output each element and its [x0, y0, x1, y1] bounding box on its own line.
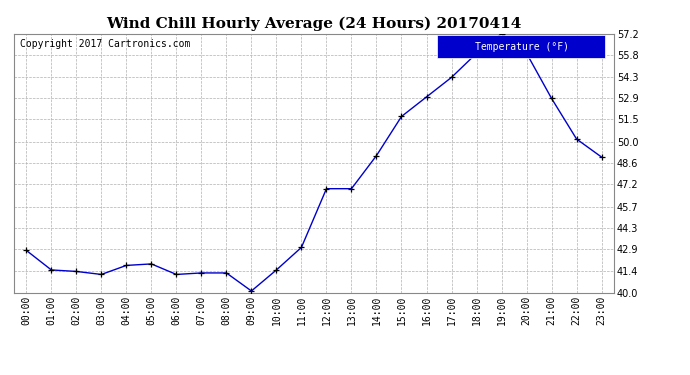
Text: Temperature (°F): Temperature (°F) — [475, 42, 569, 52]
Text: Copyright 2017 Cartronics.com: Copyright 2017 Cartronics.com — [20, 39, 190, 49]
FancyBboxPatch shape — [437, 35, 605, 58]
Title: Wind Chill Hourly Average (24 Hours) 20170414: Wind Chill Hourly Average (24 Hours) 201… — [106, 17, 522, 31]
